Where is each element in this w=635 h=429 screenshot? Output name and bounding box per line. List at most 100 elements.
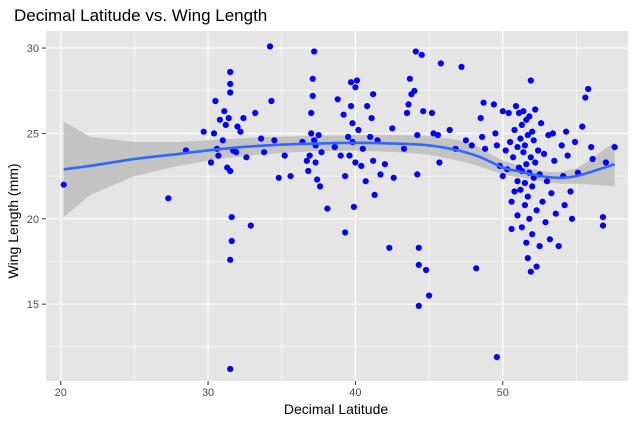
data-point: [311, 48, 318, 55]
data-point: [458, 63, 465, 70]
data-point: [258, 135, 265, 142]
data-point: [514, 178, 521, 185]
plot-panel: [46, 31, 628, 381]
y-tick-label: 20: [27, 214, 39, 226]
data-point: [507, 138, 514, 146]
data-point: [517, 186, 524, 193]
data-point: [228, 237, 235, 245]
confidence-band-layer: [63, 121, 615, 218]
data-point: [308, 109, 315, 117]
data-point: [347, 103, 355, 110]
data-point: [368, 115, 375, 122]
data-point: [60, 181, 67, 188]
data-point: [418, 51, 425, 59]
data-point: [268, 97, 275, 105]
data-point: [227, 365, 234, 373]
data-point: [247, 222, 254, 229]
data-point: [349, 120, 356, 127]
data-point: [415, 261, 422, 268]
data-point: [227, 68, 234, 76]
data-point: [415, 302, 422, 309]
data-point: [390, 174, 397, 181]
data-point: [411, 87, 418, 94]
data-point: [482, 145, 489, 152]
data-point: [423, 266, 430, 274]
data-point: [546, 236, 554, 243]
data-point: [473, 265, 480, 272]
data-point: [517, 135, 524, 142]
data-point: [499, 108, 506, 115]
data-point: [527, 77, 534, 84]
data-point: [225, 115, 232, 122]
data-point: [414, 132, 421, 139]
data-point: [549, 130, 557, 137]
data-point: [529, 231, 536, 238]
data-point: [210, 130, 218, 137]
data-point: [312, 159, 319, 166]
data-point: [405, 101, 412, 108]
data-point: [415, 244, 422, 251]
data-point: [212, 97, 219, 105]
data-point: [314, 176, 321, 183]
data-point: [346, 152, 353, 159]
data-point: [386, 244, 393, 251]
x-tick-label: 40: [349, 387, 361, 399]
data-point: [389, 125, 396, 132]
data-point: [350, 203, 357, 210]
data-point: [317, 183, 324, 190]
data-point: [538, 120, 545, 127]
data-point: [352, 159, 359, 166]
y-tick-label: 25: [27, 128, 39, 140]
data-point: [370, 91, 377, 98]
data-point: [514, 144, 521, 151]
data-point: [571, 138, 579, 146]
data-point: [315, 132, 322, 139]
data-point: [518, 224, 526, 231]
y-axis-label: Wing Length (mm): [5, 163, 21, 278]
data-point: [555, 243, 562, 250]
data-point: [533, 207, 540, 214]
data-point: [468, 142, 475, 149]
data-point: [342, 229, 349, 236]
y-tick-label: 15: [27, 299, 39, 311]
data-point: [492, 130, 499, 137]
x-tick-label: 50: [497, 387, 509, 399]
data-point: [536, 243, 543, 250]
data-point: [532, 159, 539, 166]
data-point: [490, 101, 497, 108]
data-point: [371, 191, 378, 198]
data-point: [215, 152, 222, 159]
data-point: [355, 126, 362, 134]
data-point: [306, 152, 313, 159]
data-point: [480, 99, 487, 106]
data-point: [305, 167, 312, 175]
data-point: [324, 205, 331, 212]
data-point: [582, 94, 589, 101]
data-point: [227, 256, 234, 263]
data-point: [585, 85, 592, 93]
axis-ticks: 20 30 40 50 15 20 25 30: [27, 43, 509, 399]
data-point: [611, 144, 618, 151]
data-point: [527, 268, 534, 275]
data-point: [381, 161, 388, 168]
data-point: [370, 157, 377, 164]
data-point: [514, 212, 521, 219]
data-point: [599, 214, 607, 221]
data-point: [377, 171, 384, 178]
data-point: [240, 115, 247, 122]
data-point: [543, 178, 551, 185]
data-point: [207, 159, 215, 166]
data-point: [529, 183, 536, 190]
data-point: [526, 113, 533, 120]
confidence-band: [63, 121, 615, 218]
data-point: [548, 190, 555, 197]
data-point: [311, 137, 318, 144]
data-point: [527, 154, 534, 161]
data-point: [221, 108, 228, 115]
data-point: [552, 210, 559, 217]
data-point: [233, 149, 240, 156]
data-point: [493, 142, 500, 149]
x-axis-label: Decimal Latitude: [284, 401, 388, 417]
data-point: [281, 152, 288, 159]
